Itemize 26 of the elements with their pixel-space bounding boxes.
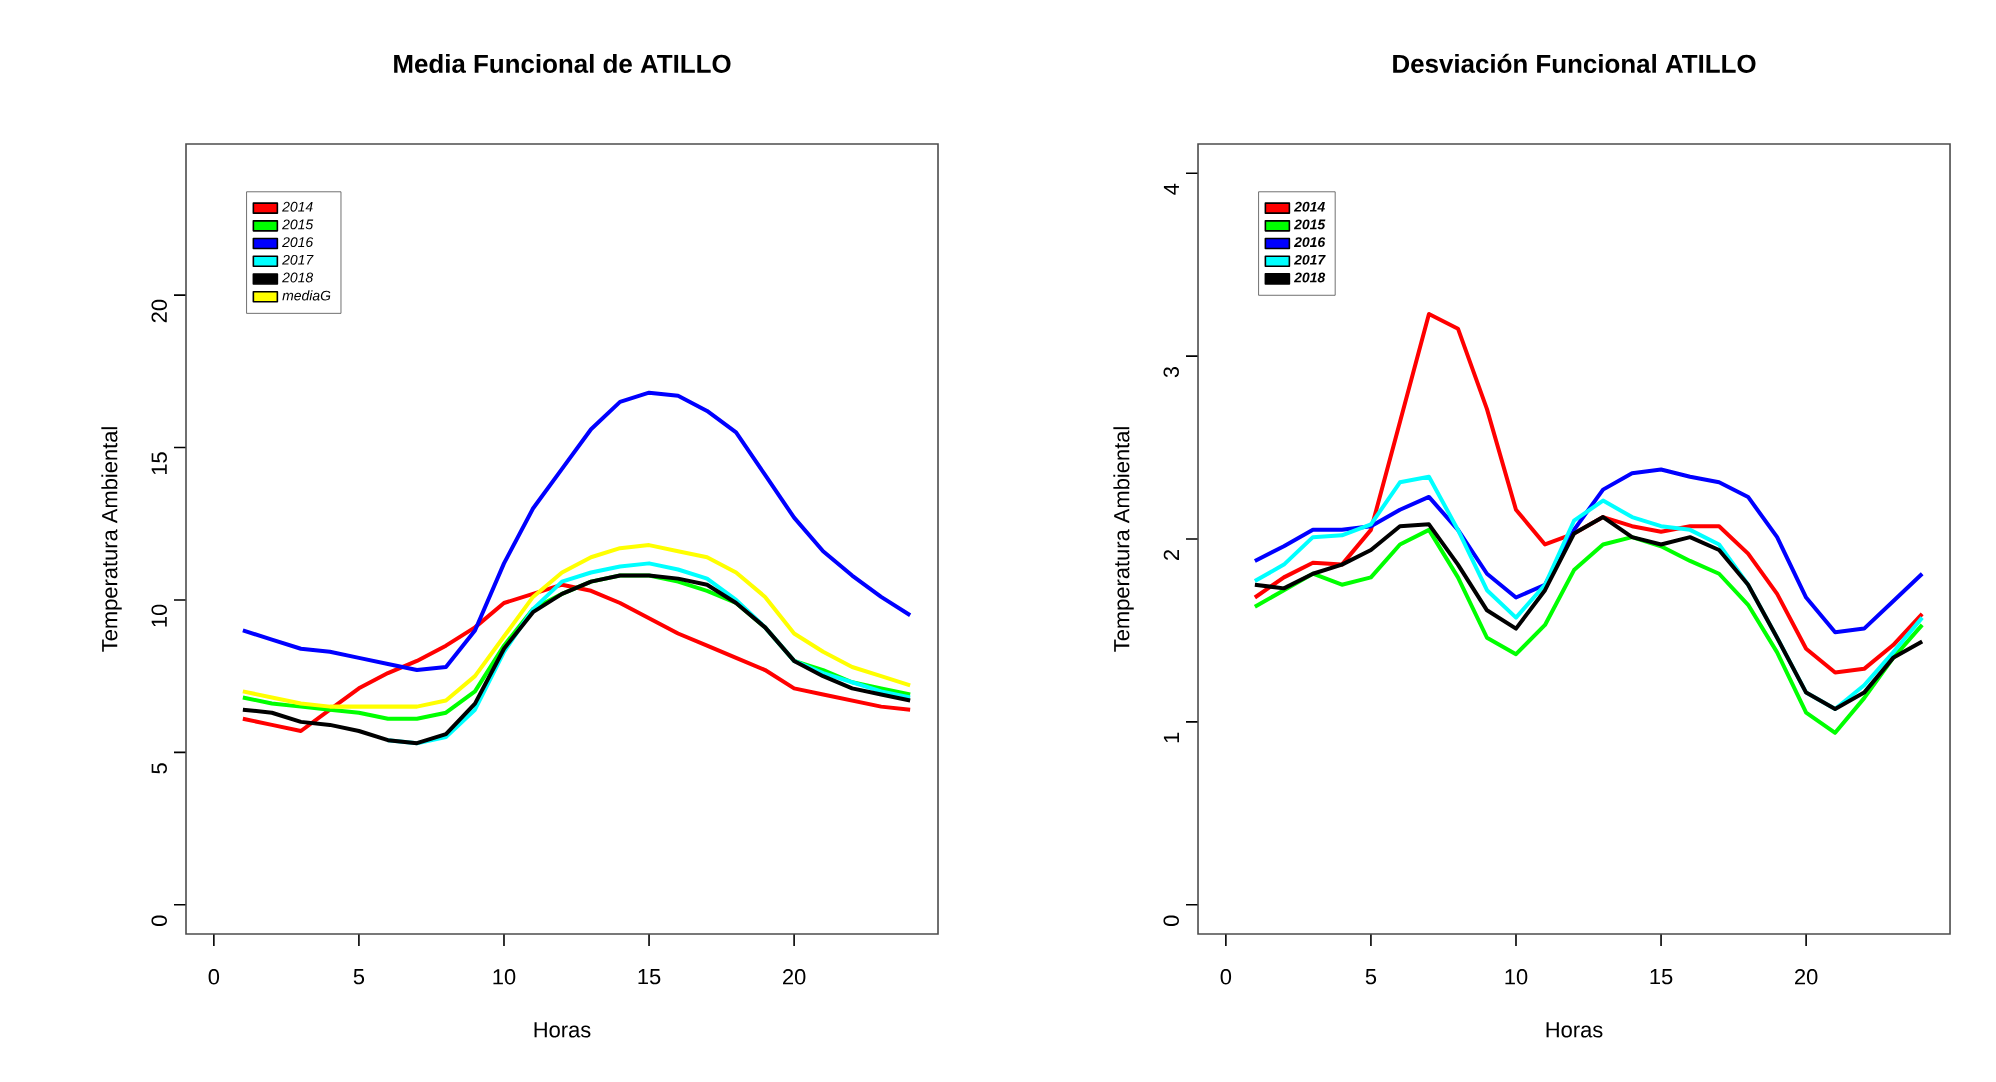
x-tick-label: 15 [1650, 969, 1673, 985]
x-tick-label: 0 [208, 969, 220, 985]
y-tick-label: 0 [1163, 915, 1179, 926]
y-tick-label: 0 [151, 915, 167, 926]
y-tick-label: 3 [1163, 367, 1179, 378]
x-tick-label: 5 [1365, 969, 1377, 985]
y-tick-label: 10 [151, 604, 167, 627]
y-axis-title: Temperatura Ambiental [101, 427, 122, 652]
y-tick-label: 1 [1163, 732, 1179, 743]
x-axis-title: Horas [1546, 1022, 1603, 1038]
y-axis-title: Temperatura Ambiental [1113, 427, 1134, 652]
x-tick-label: 10 [493, 969, 516, 985]
y-tick-label: 4 [1163, 183, 1179, 195]
y-tick-label: 2 [1163, 549, 1179, 560]
y-tick-label: 20 [151, 299, 167, 323]
x-tick-label: 20 [783, 969, 806, 985]
x-tick-label: 5 [353, 969, 365, 985]
x-tick-label: 10 [1505, 969, 1528, 985]
chart-title: Desviación Funcional ATILLO [1393, 53, 1756, 73]
y-tick-label: 5 [151, 763, 167, 774]
chart-title: Media Funcional de ATILLO [394, 53, 731, 73]
x-tick-label: 15 [638, 969, 661, 985]
x-tick-label: 20 [1795, 969, 1818, 985]
x-tick-label: 0 [1220, 969, 1232, 985]
y-tick-label: 15 [151, 452, 167, 475]
x-axis-title: Horas [534, 1022, 591, 1038]
